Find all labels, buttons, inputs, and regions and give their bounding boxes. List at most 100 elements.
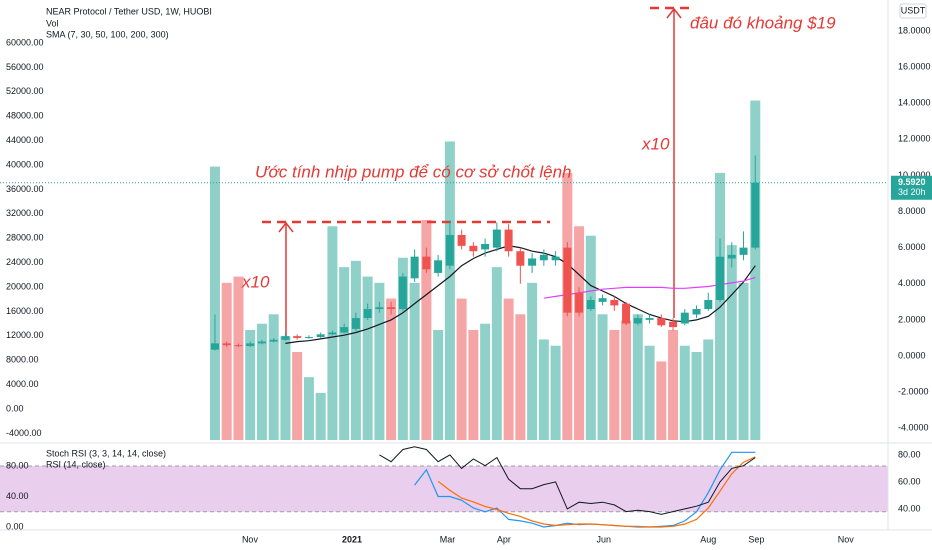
tick-label: 60000.00: [6, 37, 44, 47]
volume-bar: [585, 235, 596, 440]
candle-body: [246, 343, 255, 347]
tick-label: 20000.00: [6, 281, 44, 291]
tick-label: 2.0000: [898, 314, 926, 324]
chart-title: NEAR Protocol / Tether USD, 1W, HUOBI: [46, 6, 212, 16]
candle-body: [657, 318, 666, 326]
tick-label: -4.0000: [898, 423, 929, 433]
candle-body: [551, 256, 560, 261]
tick-label: 40000.00: [6, 159, 44, 169]
volume-bar: [703, 339, 714, 440]
volume-bar: [350, 260, 361, 440]
volume-bar: [656, 361, 667, 440]
volume-bar: [503, 298, 514, 440]
tick-label: 16000.00: [6, 306, 44, 316]
volume-bar: [221, 282, 232, 440]
sma-line: [285, 245, 756, 344]
tick-label: 52000.00: [6, 86, 44, 96]
candle-body: [375, 307, 384, 310]
volume-bar: [597, 314, 608, 440]
volume-bar: [456, 298, 467, 440]
candle-body: [504, 229, 513, 252]
tick-label: 14.0000: [898, 98, 931, 108]
volume-bar: [574, 226, 585, 440]
volume-bar: [491, 267, 502, 440]
volume-bar: [339, 267, 350, 440]
candle-body: [316, 334, 325, 338]
volume-bar: [303, 377, 314, 440]
volume-bar: [480, 323, 491, 440]
volume-bar: [386, 298, 397, 440]
volume-bar: [245, 330, 256, 440]
volume-bar: [409, 282, 420, 440]
candle-body: [528, 258, 537, 266]
volume-bar: [726, 245, 737, 440]
tick-label: 6.0000: [898, 242, 926, 252]
price-tag-label: 9.5920: [898, 177, 926, 187]
candle-body: [340, 327, 349, 333]
volume-bar: [444, 141, 455, 440]
candle-body: [387, 307, 396, 310]
tick-label: 60.00: [898, 476, 921, 486]
candle-body: [622, 303, 631, 324]
candle-body: [351, 318, 360, 329]
stoch-legend: Stoch RSI (3, 3, 14, 14, close): [46, 448, 166, 458]
tick-label: 0.00: [6, 521, 24, 531]
sma-legend: SMA (7, 30, 50, 100, 200, 300): [46, 29, 169, 39]
candle-body: [492, 229, 501, 248]
candle-body: [234, 345, 243, 347]
candle-body: [680, 312, 689, 324]
volume-bar: [609, 330, 620, 440]
candle-body: [563, 247, 572, 313]
candle-body: [434, 260, 443, 273]
price-tag: [891, 175, 932, 200]
tick-label: 80.00: [898, 449, 921, 459]
candle-body: [727, 254, 736, 259]
volume-bar: [315, 392, 326, 440]
candle-body: [363, 309, 372, 319]
candle-body: [575, 292, 584, 313]
candle-body: [398, 276, 407, 310]
candle-body: [210, 343, 219, 350]
candle-body: [445, 234, 454, 266]
candle-body: [281, 336, 290, 340]
band: [0, 466, 888, 512]
countdown: 3d 20h: [898, 187, 926, 197]
candle-body: [304, 337, 313, 339]
candle-body: [598, 298, 607, 302]
volume-bar: [515, 314, 526, 440]
candle-body: [739, 247, 748, 255]
volume-bar: [679, 345, 690, 440]
candle-body: [586, 300, 595, 310]
volume-bar: [750, 100, 761, 441]
volume-bar: [468, 330, 479, 440]
x-tick-label: Nov: [838, 534, 855, 544]
tick-label: 4.0000: [898, 278, 926, 288]
tick-label: 18.0000: [898, 25, 931, 35]
x-tick-label: Mar: [440, 534, 456, 544]
x-tick-label: Jun: [596, 534, 611, 544]
tick-label: 44000.00: [6, 135, 44, 145]
candle-body: [716, 256, 725, 301]
volume-bar: [632, 314, 643, 440]
candle-body: [469, 245, 478, 252]
x-tick-label: Aug: [700, 534, 716, 544]
candle-body: [645, 318, 654, 320]
volume-bar: [280, 336, 291, 440]
tick-label: 28000.00: [6, 233, 44, 243]
candle-body: [669, 321, 678, 328]
volume-bar: [621, 320, 632, 440]
tick-label: 8.0000: [898, 206, 926, 216]
tick-label: -2.0000: [898, 387, 929, 397]
tick-label: -4000.00: [6, 428, 42, 438]
arrow-head: [666, 7, 682, 19]
currency: USDT: [901, 5, 926, 15]
tick-label: 40.00: [6, 491, 29, 501]
candle-body: [269, 339, 278, 342]
volume-bar: [268, 314, 279, 440]
volume-bar: [433, 330, 444, 440]
candle-body: [422, 256, 431, 270]
volume-bar: [527, 282, 538, 440]
volume-bar: [421, 220, 432, 440]
volume-bar: [397, 257, 408, 440]
